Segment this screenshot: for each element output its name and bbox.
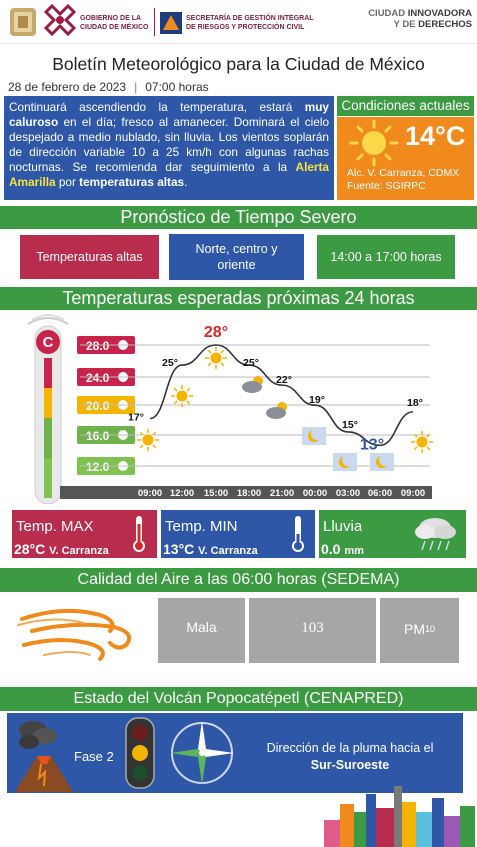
plume-direction: Dirección de la pluma hacia el Sur-Suroe… [266, 741, 434, 772]
compass-icon [170, 721, 234, 785]
cdmx-coat-of-arms-icon [10, 8, 36, 36]
svg-text:C: C [43, 334, 54, 351]
max-temp-card: Temp. MAX 28°C V. Carranza [12, 510, 157, 558]
sun-icon [411, 431, 433, 453]
bulletin-date: 28 de febrero de 2023 | 07:00 horas [8, 80, 209, 94]
air-pollutant: PM 10 [380, 598, 459, 663]
sun-icon [171, 385, 193, 407]
header-divider [154, 8, 155, 36]
x-tick-label: 12:00 [170, 488, 194, 499]
data-label: 22° [276, 374, 292, 386]
temperatures-title: Temperaturas esperadas próximas 24 horas [0, 287, 477, 310]
sunny-icon [349, 119, 399, 167]
data-label: 13° [360, 436, 384, 453]
thermometer-scale-label: 28.0 [86, 339, 110, 353]
data-label: 25° [243, 357, 259, 369]
x-tick-label: 09:00 [138, 488, 162, 499]
thermometer-scale-label: 24.0 [86, 371, 110, 385]
sun-icon [137, 429, 159, 451]
night-moon-icon [370, 453, 394, 471]
thermometer-scale-label: 20.0 [86, 399, 110, 413]
data-label: 17° [128, 412, 144, 424]
data-label: 18° [407, 397, 423, 409]
gov-name: GOBIERNO DE LA CIUDAD DE MÉXICO [80, 15, 149, 31]
severe-hours: 14:00 a 17:00 horas [317, 235, 455, 279]
data-label: 19° [309, 394, 325, 406]
night-moon-icon [302, 427, 326, 445]
air-quality-title: Calidad del Aire a las 06:00 horas (SEDE… [0, 568, 477, 592]
current-location: Alc. V. Carranza, CDMX Fuente: SGIRPC [347, 167, 460, 192]
thermometer-cold-icon [292, 516, 304, 552]
x-tick-label: 18:00 [237, 488, 261, 499]
severe-weather-title: Pronóstico de Tiempo Severo [0, 206, 477, 229]
x-tick-label: 06:00 [368, 488, 392, 499]
severe-phenomenon: Temperaturas altas [20, 235, 159, 279]
x-tick-label: 09:00 [401, 488, 425, 499]
wind-icon [17, 608, 131, 661]
partly-cloudy-icon [266, 402, 287, 419]
volcano-title: Estado del Volcán Popocatépetl (CENAPRED… [0, 687, 477, 711]
data-label: 15° [342, 419, 358, 431]
x-tick-label: 00:00 [303, 488, 327, 499]
city-skyline-icon [324, 786, 475, 847]
air-quality-index: 103 [249, 598, 376, 663]
data-label: 28° [204, 324, 228, 341]
thermometer-icon: C [27, 314, 69, 504]
volcano-icon [15, 721, 73, 792]
sgirp-name: SECRETARÍA DE GESTIÓN INTEGRAL DE RIESGOS… [186, 15, 314, 31]
sun-icon [205, 347, 227, 369]
bulletin-text: Continuará ascendiendo la temperatura, e… [4, 96, 334, 200]
cdmx-logo-icon [44, 4, 76, 37]
rain-cloud-icon [415, 518, 456, 551]
data-label: 25° [162, 357, 178, 369]
volcano-phase: Fase 2 [74, 749, 114, 764]
city-slogan: CIUDAD INNOVADORA Y DE DERECHOS [368, 8, 472, 30]
temperature-chart: C 28.0 24.0 20.0 16.0 12.0 09:00 12:00 15:00 18… [27, 314, 433, 504]
min-temp-card: Temp. MIN 13°C V. Carranza [161, 510, 315, 558]
air-quality-level: Mala [158, 598, 245, 663]
volcano-box [7, 713, 463, 793]
x-tick-label: 21:00 [270, 488, 294, 499]
current-temperature: 14°C [405, 121, 466, 151]
page-title: Boletín Meteorológico para la Ciudad de … [52, 54, 425, 74]
night-moon-icon [333, 453, 357, 471]
partly-cloudy-icon [242, 376, 263, 393]
current-conditions-title: Condiciones actuales [337, 96, 474, 116]
thermometer-hot-icon [133, 516, 145, 552]
thermometer-scale-label: 12.0 [86, 460, 110, 474]
severe-zone: Norte, centro y oriente [169, 234, 304, 280]
x-tick-label: 03:00 [336, 488, 360, 499]
x-tick-label: 15:00 [204, 488, 228, 499]
civil-protection-icon [160, 12, 182, 34]
temperature-series-line [149, 344, 414, 447]
traffic-light-icon [125, 717, 155, 789]
rain-card: Lluvia 0.0 mm [319, 510, 466, 558]
thermometer-scale-label: 16.0 [86, 429, 110, 443]
header: GOBIERNO DE LA CIUDAD DE MÉXICO SECRETARÍ… [0, 0, 477, 44]
